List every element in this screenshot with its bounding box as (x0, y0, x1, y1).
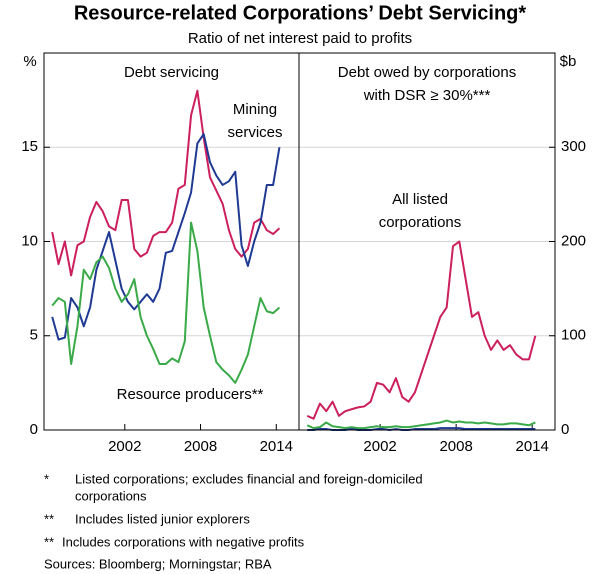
y-unit: % (23, 53, 36, 70)
series-label: Resource producers** (117, 386, 264, 403)
y-tick-label: 300 (561, 138, 586, 155)
chart-subtitle: Ratio of net interest paid to profits (188, 30, 412, 47)
sources: Sources: Bloomberg; Morningstar; RBA (44, 556, 272, 571)
series-label: All listed corporations (379, 191, 462, 231)
x-tick-label: 2002 (108, 438, 141, 455)
x-tick-label: 2014 (260, 438, 293, 455)
x-tick-label: 2008 (184, 438, 217, 455)
note-marker: ** (44, 534, 54, 549)
panel-title: with DSR ≥ 30%*** (363, 87, 491, 104)
y-tick-label: 10 (21, 232, 38, 249)
note-marker: * (44, 471, 49, 486)
series-line (51, 221, 281, 384)
panel-title: Debt owed by corporations (338, 64, 516, 81)
series-line (51, 89, 281, 277)
series-line (51, 133, 281, 341)
x-tick-label: 2002 (363, 438, 396, 455)
note-marker: ** (44, 511, 54, 526)
y-tick-label: 0 (561, 421, 569, 438)
y-unit: $b (560, 53, 577, 70)
panel-title: Debt servicing (124, 64, 219, 81)
series-line (306, 419, 536, 430)
note-text: Includes corporations with negative prof… (62, 534, 305, 549)
y-tick-label: 200 (561, 232, 586, 249)
note-text: Includes listed junior explorers (75, 511, 250, 526)
note-text: corporations (75, 488, 147, 503)
y-tick-label: 5 (30, 327, 38, 344)
y-tick-label: 100 (561, 327, 586, 344)
series-line (306, 240, 537, 420)
y-tick-label: 15 (21, 138, 38, 155)
x-tick-label: 2014 (516, 438, 549, 455)
note-text: Listed corporations; excludes financial … (75, 471, 423, 486)
y-tick-label: 0 (30, 421, 38, 438)
x-tick-label: 2008 (439, 438, 472, 455)
chart-title: Resource-related Corporations’ Debt Serv… (74, 2, 527, 24)
series-label: Mining services (227, 101, 282, 141)
